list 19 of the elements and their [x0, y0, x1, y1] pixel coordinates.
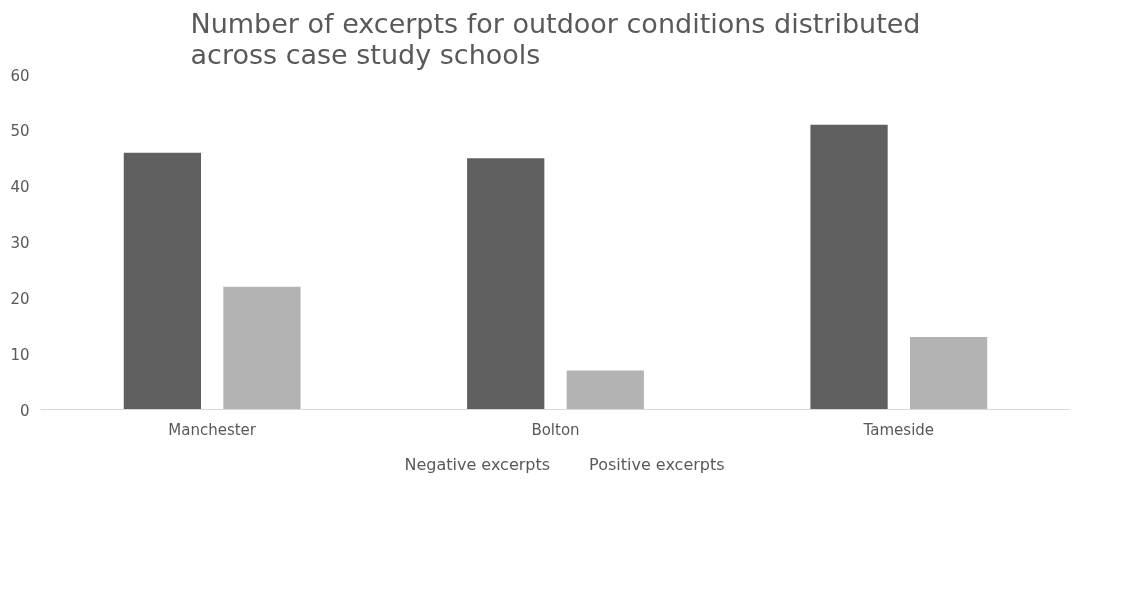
- bar: [566, 370, 644, 410]
- x-tick-label: Bolton: [531, 420, 580, 439]
- bar: [123, 152, 202, 410]
- bar: [223, 286, 301, 410]
- text: Positive excerpts: [589, 454, 725, 473]
- y-tick-label: 40: [10, 178, 30, 197]
- y-tick-label: 50: [10, 122, 30, 141]
- x-tick-label: Manchester: [168, 420, 257, 439]
- bar: [909, 336, 988, 410]
- x-tick-label: Tameside: [862, 420, 935, 439]
- y-tick-label: 0: [19, 401, 30, 420]
- chart-title: Number of excerpts for outdoor conditions distributed across case study schools: [190, 7, 921, 70]
- bar: [467, 158, 545, 410]
- y-tick-label: 10: [10, 345, 30, 364]
- text: Negative excerpts: [404, 454, 551, 473]
- bar: [810, 124, 888, 410]
- y-tick-label: 30: [10, 234, 30, 252]
- y-tick-label: 20: [10, 289, 30, 308]
- y-tick-label: 60: [10, 66, 30, 85]
